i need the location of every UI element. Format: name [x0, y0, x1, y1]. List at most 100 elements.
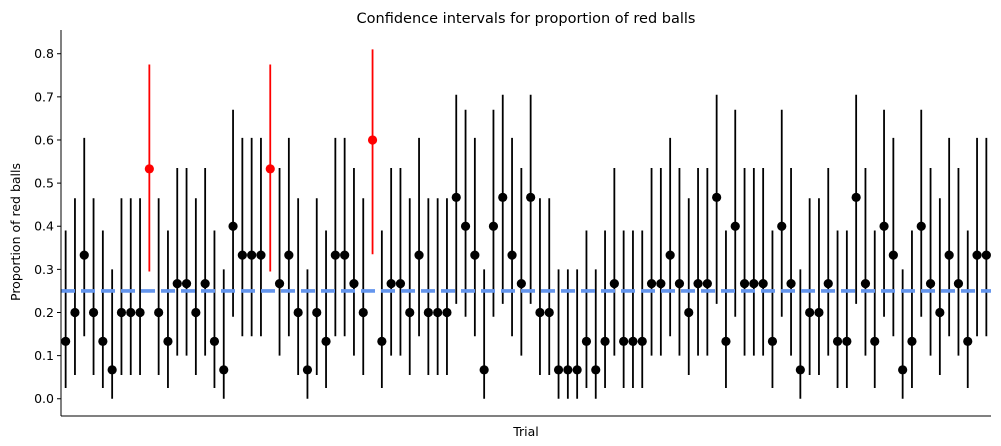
point-estimate — [321, 336, 331, 346]
y-tick-label: 0.0 — [34, 391, 54, 406]
point-estimate — [665, 250, 675, 260]
point-estimate — [712, 192, 722, 202]
point-estimate — [209, 336, 220, 346]
point-estimate — [739, 278, 750, 289]
point-estimate — [144, 164, 154, 174]
point-estimate — [367, 135, 378, 145]
point-estimate — [795, 365, 805, 375]
point-estimate — [163, 336, 173, 346]
point-estimate — [135, 307, 145, 318]
point-estimate — [646, 278, 657, 289]
point-estimate — [330, 250, 340, 260]
point-estimate — [340, 250, 350, 260]
point-estimate — [814, 307, 824, 318]
point-estimate — [916, 221, 926, 231]
point-estimate — [154, 307, 164, 318]
point-estimate — [767, 336, 778, 346]
point-estimate — [349, 278, 359, 289]
point-estimate — [470, 250, 480, 260]
point-estimate — [851, 192, 861, 202]
point-estimate — [256, 250, 266, 260]
y-tick-label: 0.2 — [34, 305, 54, 320]
point-estimate — [600, 336, 610, 346]
point-estimate — [61, 336, 71, 346]
chart-title: Confidence intervals for proportion of r… — [357, 11, 696, 27]
point-estimate — [284, 250, 294, 260]
point-estimate — [433, 307, 443, 318]
point-estimate — [944, 250, 954, 260]
point-estimate — [972, 250, 982, 260]
point-estimate — [842, 336, 852, 346]
point-estimate — [516, 278, 526, 289]
point-estimate — [274, 278, 285, 289]
point-estimate — [684, 307, 694, 318]
point-estimate — [553, 365, 564, 375]
point-estimate — [544, 307, 554, 318]
point-estimate — [963, 336, 973, 346]
point-estimate — [107, 365, 117, 375]
point-estimate — [405, 307, 415, 318]
point-estimate — [888, 250, 898, 260]
point-estimate — [535, 307, 545, 318]
point-estimate — [981, 250, 991, 260]
point-estimate — [395, 278, 406, 289]
point-estimate — [172, 278, 182, 289]
point-estimate — [377, 336, 387, 346]
point-estimate — [749, 278, 759, 289]
point-estimate — [126, 307, 136, 318]
point-estimate — [637, 336, 647, 346]
point-estimate — [674, 278, 685, 289]
point-estimate — [386, 278, 396, 289]
y-axis-label: Proportion of red balls — [8, 163, 23, 301]
y-tick-label: 0.8 — [34, 46, 54, 61]
point-estimate — [581, 336, 592, 346]
point-estimate — [953, 278, 964, 289]
point-estimate — [563, 365, 573, 375]
point-estimate — [721, 336, 731, 346]
point-estimate — [498, 192, 508, 202]
point-estimate — [247, 250, 257, 260]
error-bars — [64, 49, 988, 399]
point-estimate — [935, 307, 945, 318]
point-estimate — [758, 278, 768, 289]
point-estimate — [98, 336, 108, 346]
point-estimate — [191, 307, 201, 318]
y-tick-label: 0.1 — [34, 348, 54, 363]
point-estimate — [823, 278, 833, 289]
point-estimate — [451, 192, 461, 202]
point-estimate — [879, 221, 889, 231]
point-estimate — [693, 278, 703, 289]
point-estimate — [200, 278, 210, 289]
point-estimate — [88, 307, 99, 318]
point-estimate — [907, 336, 917, 346]
point-estimate — [609, 278, 619, 289]
y-tick-label: 0.5 — [34, 176, 54, 191]
point-estimate — [860, 278, 871, 289]
y-tick-label: 0.4 — [34, 219, 54, 234]
point-estimate — [79, 250, 89, 260]
point-estimate — [228, 221, 238, 231]
point-estimate — [777, 221, 787, 231]
point-estimate — [898, 365, 908, 375]
point-estimate — [628, 336, 638, 346]
y-tick-label: 0.7 — [34, 89, 54, 104]
point-estimate — [591, 365, 601, 375]
point-estimate — [237, 250, 247, 260]
point-estimate — [265, 164, 275, 174]
point-estimate — [619, 336, 629, 346]
point-estimate — [572, 365, 582, 375]
point-estimate — [832, 336, 843, 346]
point-estimate — [423, 307, 433, 318]
point-estimate — [870, 336, 880, 346]
point-estimate — [70, 307, 80, 318]
point-estimate — [442, 307, 452, 318]
point-estimate — [702, 278, 712, 289]
point-estimate — [302, 365, 313, 375]
point-estimate — [507, 250, 517, 260]
point-estimate — [526, 192, 536, 202]
point-estimate — [488, 221, 499, 231]
y-tick-label: 0.3 — [34, 262, 54, 277]
point-estimate — [312, 307, 322, 318]
point-estimate — [786, 278, 796, 289]
